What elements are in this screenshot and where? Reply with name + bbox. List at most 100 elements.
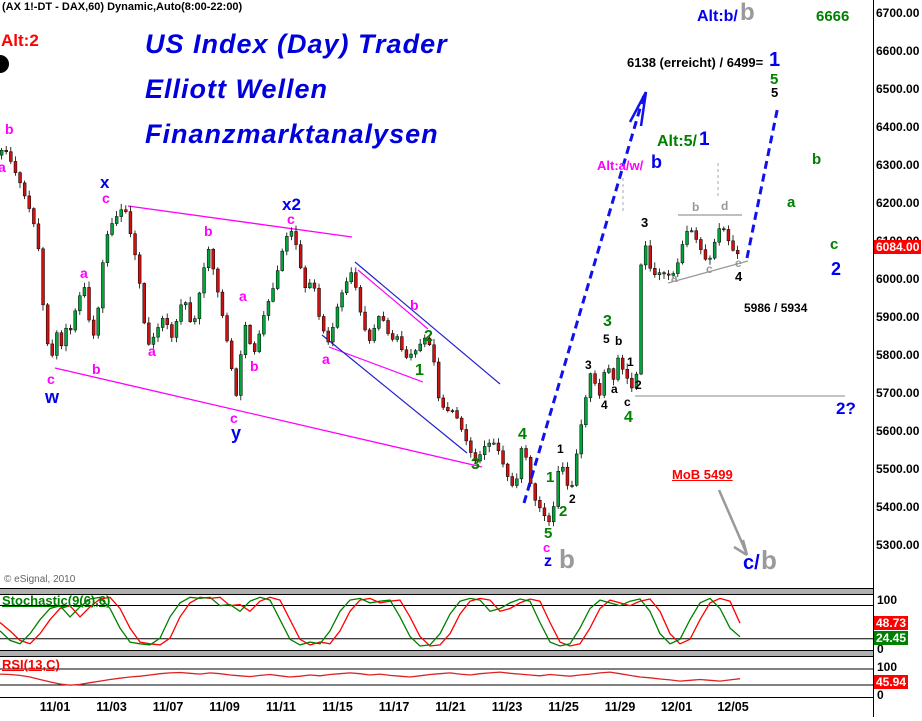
impulse-arrow-shaft: [522, 94, 646, 504]
wave-c-y: c: [230, 410, 238, 426]
wave-x2: x2: [282, 195, 301, 214]
wave-d-triangle: d: [721, 199, 729, 213]
wave-c-w: c: [47, 371, 55, 387]
wave-3-green: 3: [471, 456, 480, 473]
time-axis-label: 11/03: [96, 700, 127, 714]
time-axis-label: 12/05: [717, 700, 749, 714]
wave-w: w: [45, 387, 60, 407]
mob-arrowhead-a: [733, 545, 748, 557]
stoch-scale-bottom: 0: [877, 642, 884, 656]
wave-b-2: b: [204, 223, 213, 239]
price-axis-label: 5500.00: [876, 462, 920, 476]
price-axis-label: 6500.00: [876, 82, 920, 96]
watermark-title: US Index (Day) Trader Elliott Wellen Fin…: [145, 22, 448, 157]
stoch-scale-top: 100: [877, 593, 898, 607]
watermark-line-2: Elliott Wellen: [145, 74, 329, 104]
wave-b-topleft: b: [5, 121, 14, 137]
wave-2-green-low: 2: [559, 503, 568, 520]
rsi-line: [0, 671, 741, 686]
stochastic-d-line: [0, 596, 741, 647]
price-axis-label: 5400.00: [876, 500, 920, 514]
label-alt-b: Alt:b/: [697, 8, 738, 25]
channel-magenta-upper: [357, 269, 429, 330]
wave-b-3: b: [250, 358, 259, 374]
wave-e-triangle: e: [735, 256, 742, 270]
label-cb-gray: b: [761, 545, 777, 575]
wave-1-green-mid: 1: [415, 362, 424, 379]
label-mob-5499: MoB 5499: [672, 467, 733, 482]
label-c-slash: c/: [743, 552, 760, 574]
wave-3-green-rally: 3: [603, 313, 612, 330]
wave-1-green-low: 1: [546, 469, 555, 486]
wave-b-channel: b: [410, 297, 419, 313]
chart-header: (AX 1!-DT - DAX,60) Dynamic,Auto(8:00-22…: [2, 1, 243, 13]
price-axis-label: 6000.00: [876, 272, 920, 286]
candles: [0, 145, 740, 527]
wave-2-green-mid: 2: [424, 328, 433, 345]
left-edge-marker: [0, 55, 9, 73]
stochastic-label: Stochastic(9(6),6): [2, 593, 111, 608]
stochastic-k-line: [0, 596, 741, 647]
price-axis-label: 6700.00: [876, 6, 920, 20]
wave-a-3: a: [239, 288, 247, 304]
indicator-curves: [0, 596, 741, 686]
channel-blue-lower: [321, 334, 468, 454]
rsi-value-box: 45.94: [874, 675, 909, 689]
label-2-question: 2?: [836, 399, 856, 418]
wave-c-black-rally: c: [624, 395, 631, 409]
wave-5-black-top: 5: [771, 85, 779, 100]
wave-b-black-rally: b: [615, 334, 623, 348]
rsi-scale-top: 100: [877, 660, 898, 674]
wave-a-green-right: a: [787, 194, 796, 211]
price-axis-label: 5700.00: [876, 386, 920, 400]
wave-z-low: z: [544, 553, 552, 570]
stoch-k-value-box: 24.45: [874, 631, 909, 645]
wave-1-black-low: 1: [557, 442, 564, 456]
panel-frames: [0, 0, 874, 717]
time-axis-label: 11/07: [152, 700, 184, 714]
price-axis-label: 6600.00: [876, 44, 920, 58]
time-axis-label: 12/01: [660, 700, 693, 714]
wave-3-black-top: 3: [641, 215, 649, 230]
time-axis-label: 11/09: [209, 700, 240, 714]
watermark-line-3: Finanzmarktanalysen: [145, 119, 439, 149]
wave-1-blue-top: 1: [769, 49, 781, 71]
label-alt-awb-b: b: [651, 152, 662, 172]
wave-a-2: a: [148, 343, 156, 359]
wave-a-black-rally: a: [611, 382, 618, 396]
wave-2-black-low: 2: [569, 492, 576, 506]
triangle-bottom-line: [667, 260, 749, 284]
impulse-arrowhead-a: [628, 91, 648, 123]
wave-4-black-rally: 4: [601, 398, 608, 412]
label-alt-5-1: 1: [699, 129, 710, 150]
label-alt-awb: Alt:a/w/: [597, 158, 644, 173]
wave-2-black-rally: 2: [635, 378, 642, 392]
wave-b-triangle: b: [692, 200, 700, 214]
channel-blue-upper: [354, 261, 501, 385]
mob-arrowhead-b: [741, 539, 749, 556]
time-axis-label: 11/29: [604, 700, 636, 714]
wave-c-x2: c: [287, 211, 295, 227]
wave-3-black-rally: 3: [585, 358, 592, 372]
wave-5-green-top: 5: [770, 71, 779, 88]
wave-a-channel: a: [322, 351, 330, 367]
wave-a-topleft: a: [0, 159, 6, 175]
wave-1-black-rally: 1: [627, 355, 634, 369]
copyright-notice: © eSignal, 2010: [4, 574, 76, 585]
watermark-line-1: US Index (Day) Trader: [145, 29, 448, 59]
price-axis-label: 6300.00: [876, 158, 920, 172]
wave-b-green-right: b: [812, 151, 822, 168]
wave-5-black-rally: 5: [603, 332, 610, 346]
trendlines-under: [54, 205, 845, 468]
wave-2-blue-right: 2: [831, 259, 842, 279]
label-alt-5: Alt:5/: [657, 133, 697, 150]
wave-c-green-right: c: [830, 236, 839, 253]
impulse-arrowhead-b: [639, 91, 648, 127]
rsi-scale-bottom: 0: [877, 688, 884, 702]
mob-arrow-shaft: [717, 489, 748, 553]
wave-a-triangle: a: [671, 271, 678, 285]
price-axis-label: 5900.00: [876, 310, 920, 324]
time-axis-label: 11/01: [39, 700, 71, 714]
